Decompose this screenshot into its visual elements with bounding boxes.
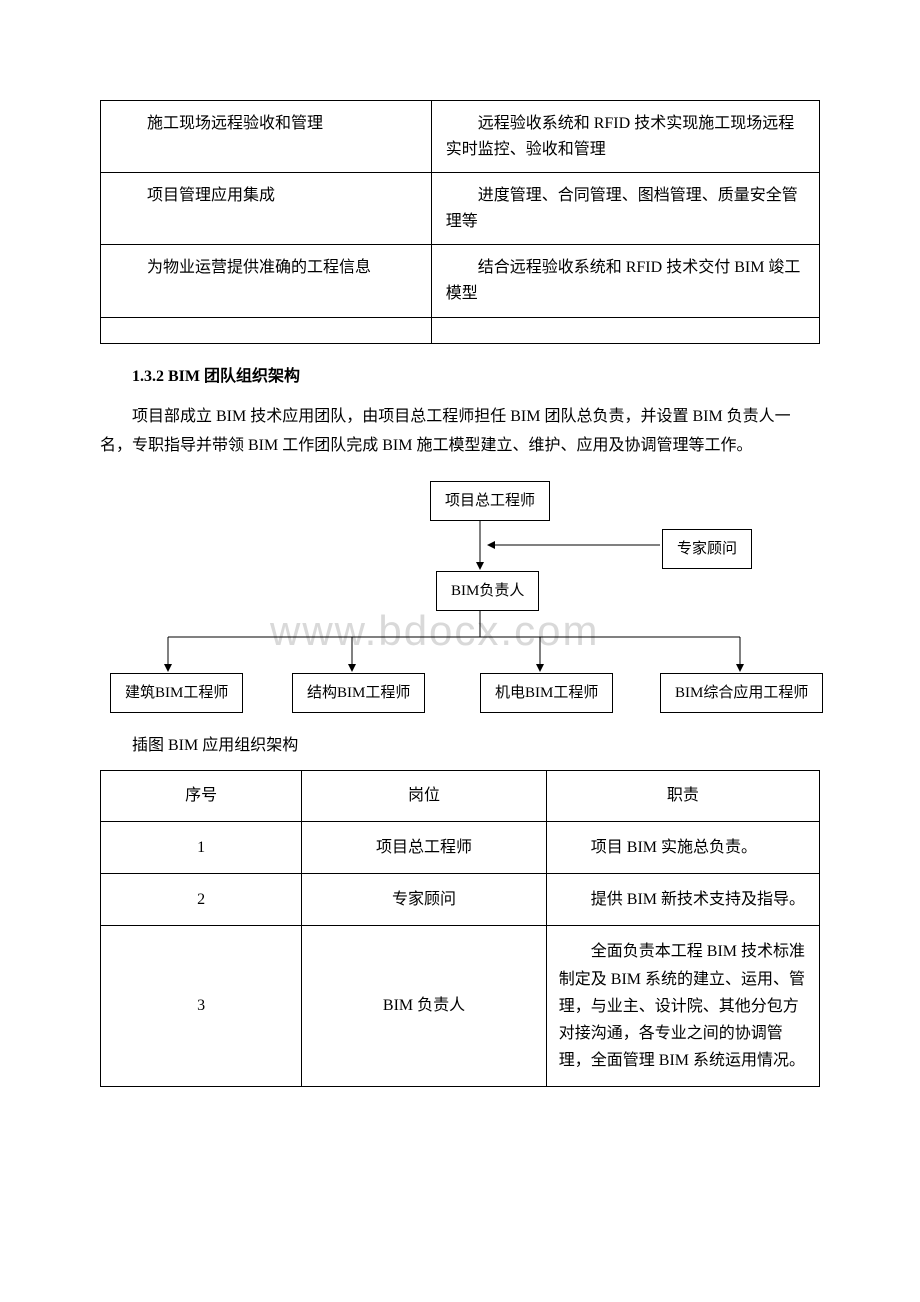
node-struct-engineer: 结构BIM工程师 — [292, 673, 425, 713]
position-cell: 项目总工程师 — [302, 821, 546, 873]
org-chart: www.bdocx.com 项目总工程师 专家顾问 BIM负责人 建筑BIM工程… — [100, 479, 820, 719]
table-row: 3 BIM 负责人 全面负责本工程 BIM 技术标准制定及 BIM 系统的建立、… — [101, 926, 820, 1087]
empty-cell — [101, 317, 432, 343]
description-cell: 远程验收系统和 RFID 技术实现施工现场远程实时监控、验收和管理 — [431, 101, 819, 173]
feature-cell: 为物业运营提供准确的工程信息 — [101, 245, 432, 317]
feature-cell: 施工现场远程验收和管理 — [101, 101, 432, 173]
section-heading: 1.3.2 BIM 团队组织架构 — [100, 364, 820, 390]
node-integration-engineer: BIM综合应用工程师 — [660, 673, 823, 713]
position-cell: BIM 负责人 — [302, 926, 546, 1087]
seq-cell: 2 — [101, 874, 302, 926]
duty-cell: 提供 BIM 新技术支持及指导。 — [546, 874, 819, 926]
empty-cell — [431, 317, 819, 343]
table-header-row: 序号 岗位 职责 — [101, 771, 820, 822]
description-cell: 结合远程验收系统和 RFID 技术交付 BIM 竣工模型 — [431, 245, 819, 317]
roles-table: 序号 岗位 职责 1 项目总工程师 项目 BIM 实施总负责。 2 专家顾问 提… — [100, 770, 820, 1087]
intro-paragraph: 项目部成立 BIM 技术应用团队，由项目总工程师担任 BIM 团队总负责，并设置… — [100, 403, 820, 461]
seq-cell: 3 — [101, 926, 302, 1087]
features-table: 施工现场远程验收和管理 远程验收系统和 RFID 技术实现施工现场远程实时监控、… — [100, 100, 820, 344]
node-arch-engineer: 建筑BIM工程师 — [110, 673, 243, 713]
node-mep-engineer: 机电BIM工程师 — [480, 673, 613, 713]
table-row: 施工现场远程验收和管理 远程验收系统和 RFID 技术实现施工现场远程实时监控、… — [101, 101, 820, 173]
feature-cell: 项目管理应用集成 — [101, 173, 432, 245]
table-row: 1 项目总工程师 项目 BIM 实施总负责。 — [101, 821, 820, 873]
node-chief-engineer: 项目总工程师 — [430, 481, 550, 521]
figure-caption: 插图 BIM 应用组织架构 — [100, 733, 820, 759]
heading-number: 1.3.2 — [132, 368, 164, 385]
node-bim-lead: BIM负责人 — [436, 571, 539, 611]
table-row: 项目管理应用集成 进度管理、合同管理、图档管理、质量安全管理等 — [101, 173, 820, 245]
table-row: 2 专家顾问 提供 BIM 新技术支持及指导。 — [101, 874, 820, 926]
header-position: 岗位 — [302, 771, 546, 822]
watermark-text: www.bdocx.com — [270, 597, 599, 664]
seq-cell: 1 — [101, 821, 302, 873]
position-cell: 专家顾问 — [302, 874, 546, 926]
description-cell: 进度管理、合同管理、图档管理、质量安全管理等 — [431, 173, 819, 245]
duty-cell: 项目 BIM 实施总负责。 — [546, 821, 819, 873]
duty-cell: 全面负责本工程 BIM 技术标准制定及 BIM 系统的建立、运用、管理，与业主、… — [546, 926, 819, 1087]
table-row: 为物业运营提供准确的工程信息 结合远程验收系统和 RFID 技术交付 BIM 竣… — [101, 245, 820, 317]
empty-row — [101, 317, 820, 343]
header-seq: 序号 — [101, 771, 302, 822]
node-advisor: 专家顾问 — [662, 529, 752, 569]
heading-text: BIM 团队组织架构 — [164, 368, 300, 385]
header-duty: 职责 — [546, 771, 819, 822]
